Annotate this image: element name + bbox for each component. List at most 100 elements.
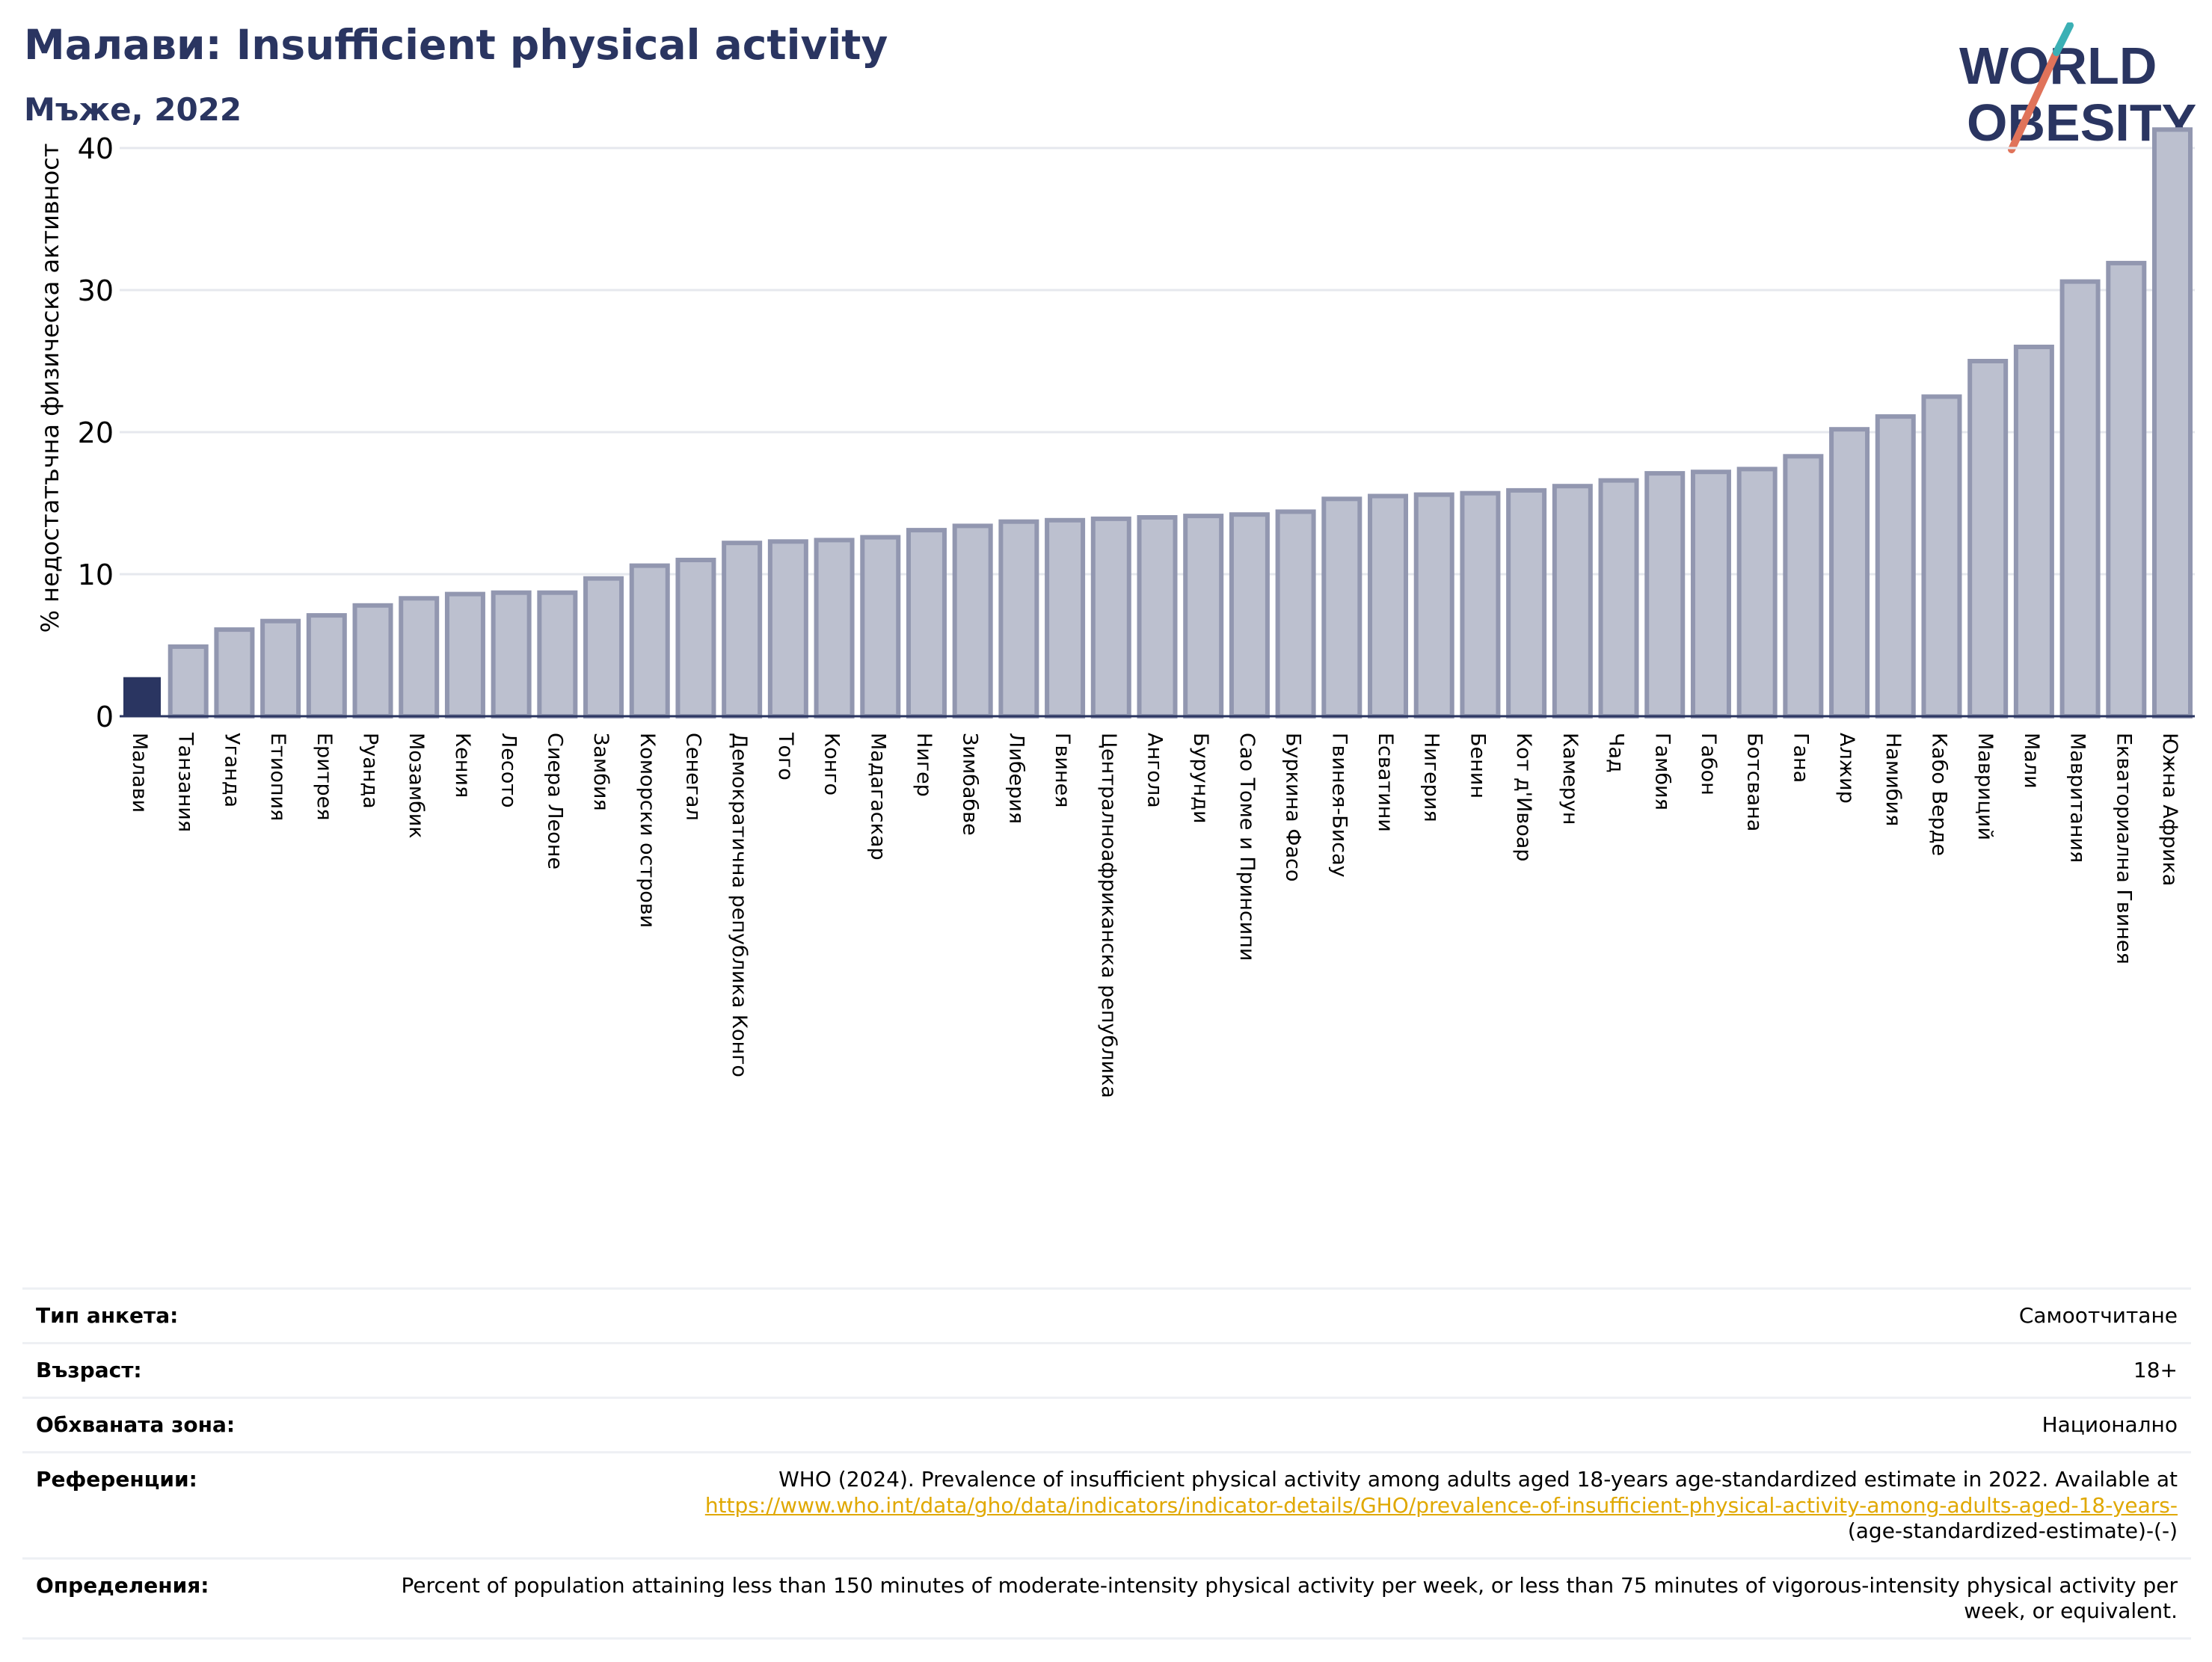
bar-3 — [260, 618, 301, 719]
bar-22 — [1137, 515, 1178, 718]
bar-23 — [1183, 514, 1224, 718]
info-row-area: Обхваната зона: Национално — [22, 1397, 2191, 1451]
bar-9 — [537, 590, 578, 719]
bar-11 — [629, 563, 670, 718]
x-tick-label-26: Гвинея-Бисау — [1327, 733, 1351, 878]
x-tick-label-35: Ботсвана — [1743, 733, 1766, 831]
bar-8 — [491, 590, 532, 719]
bar-4 — [306, 613, 347, 718]
x-tick-label-41: Мали — [2020, 733, 2043, 789]
bar-20 — [1045, 517, 1086, 718]
info-row-age: Възраст: 18+ — [22, 1342, 2191, 1397]
bar-41 — [2013, 345, 2054, 718]
x-tick-label-40: Мавриций — [1973, 733, 1997, 840]
x-tick-label-32: Чад — [1605, 733, 1628, 773]
world-obesity-logo: WORLD OBESITY — [1959, 22, 2196, 153]
info-table: Тип анкета: Самоотчитане Възраст: 18+ Об… — [22, 1287, 2191, 1640]
references-tail: (age-standardized-estimate)-(-) — [1847, 1518, 2178, 1543]
bar-29 — [1460, 490, 1501, 718]
x-tick-label-34: Габон — [1697, 733, 1720, 795]
x-tick-label-13: Демократична република Конго — [728, 733, 751, 1077]
x-tick-label-31: Камерун — [1558, 733, 1582, 825]
bar-18 — [952, 523, 993, 719]
x-tick-label-27: Есватини — [1374, 733, 1397, 832]
chart-subtitle: Мъже, 2022 — [24, 91, 242, 128]
bar-21 — [1090, 516, 1131, 719]
info-row-survey-type: Тип анкета: Самоотчитане — [22, 1287, 2191, 1342]
y-tick-label-30: 30 — [78, 274, 114, 307]
y-axis-label: % недостатъчна физическа активност — [36, 144, 64, 633]
bar-15 — [814, 538, 855, 719]
x-tick-label-20: Гвинея — [1051, 733, 1074, 807]
x-tick-label-1: Танзания — [174, 732, 197, 832]
x-tick-label-17: Нигер — [912, 733, 936, 797]
x-tick-label-37: Алжир — [1835, 733, 1858, 804]
info-row-definitions: Определения: Percent of population attai… — [22, 1557, 2191, 1640]
area-label: Обхваната зона: — [36, 1412, 236, 1438]
info-row-references: Референции: WHO (2024). Prevalence of in… — [22, 1451, 2191, 1557]
bar-6 — [399, 596, 440, 718]
bar-36 — [1783, 454, 1824, 718]
x-tick-label-22: Ангола — [1143, 733, 1167, 808]
bar-40 — [1967, 359, 2009, 718]
bar-42 — [2059, 279, 2101, 719]
x-tick-label-25: Буркина Фасо — [1282, 733, 1305, 881]
bar-16 — [860, 535, 901, 718]
definitions-value: Percent of population attaining less tha… — [401, 1572, 2178, 1624]
bar-34 — [1690, 470, 1731, 718]
x-tick-label-21: Централноафриканска република — [1097, 733, 1120, 1098]
x-tick-label-12: Сенегал — [681, 733, 704, 821]
bar-19 — [998, 519, 1039, 718]
x-tick-label-4: Еритрея — [313, 733, 336, 820]
references-label: Референции: — [36, 1467, 197, 1492]
x-tick-label-3: Етиопия — [266, 733, 289, 821]
age-value: 18+ — [2133, 1358, 2178, 1383]
bar-44 — [2152, 127, 2193, 719]
x-tick-label-15: Конго — [820, 733, 844, 795]
x-tick-label-9: Сиера Леоне — [543, 733, 566, 870]
bar-28 — [1413, 492, 1454, 718]
references-link[interactable]: https://www.who.int/data/gho/data/indica… — [704, 1492, 2178, 1518]
x-tick-label-44: Южна Африка — [2158, 733, 2181, 886]
x-tick-label-38: Намибия — [1881, 733, 1905, 826]
bar-43 — [2106, 260, 2147, 718]
bar-12 — [675, 558, 716, 718]
definitions-label: Определения: — [36, 1572, 209, 1598]
bar-13 — [722, 541, 763, 719]
x-tick-label-18: Зимбабве — [959, 733, 982, 836]
y-tick-label-20: 20 — [78, 416, 114, 449]
bar-2 — [214, 627, 255, 718]
x-tick-label-11: Коморски острови — [636, 733, 659, 928]
x-tick-label-14: Того — [774, 732, 797, 781]
x-tick-label-5: Руанда — [359, 733, 382, 809]
x-tick-label-28: Нигерия — [1420, 733, 1443, 822]
bar-26 — [1321, 496, 1362, 718]
x-tick-label-10: Замбия — [589, 733, 612, 811]
y-tick-label-0: 0 — [96, 701, 114, 733]
y-tick-label-10: 10 — [78, 558, 114, 591]
bar-38 — [1875, 414, 1916, 718]
chart-title: Малави: Insufficient physical activity — [24, 21, 888, 69]
x-tick-label-33: Гамбия — [1650, 733, 1674, 810]
references-text: WHO (2024). Prevalence of insufficient p… — [778, 1467, 2178, 1492]
logo-slash-teal — [2053, 22, 2074, 56]
bar-14 — [767, 539, 808, 718]
bar-39 — [1921, 394, 1962, 718]
x-tick-label-23: Бурунди — [1189, 733, 1212, 824]
y-tick-label-40: 40 — [78, 132, 114, 165]
bar-7 — [444, 591, 485, 718]
bar-25 — [1275, 509, 1316, 719]
bar-35 — [1736, 467, 1778, 719]
survey-type-value: Самоотчитане — [2018, 1303, 2178, 1328]
bar-5 — [352, 603, 393, 718]
x-tick-label-42: Мавритания — [2066, 733, 2089, 863]
bar-0 — [123, 677, 161, 718]
x-tick-label-43: Екваториална Гвинея — [2112, 733, 2135, 964]
x-tick-label-2: Уганда — [220, 733, 243, 807]
x-tick-label-6: Мозамбик — [405, 733, 428, 839]
x-tick-label-19: Либерия — [1004, 733, 1027, 824]
x-tick-label-29: Бенин — [1466, 733, 1489, 798]
references-value: WHO (2024). Prevalence of insufficient p… — [705, 1467, 2178, 1543]
bar-31 — [1552, 484, 1593, 718]
area-value: Национално — [2042, 1412, 2178, 1438]
